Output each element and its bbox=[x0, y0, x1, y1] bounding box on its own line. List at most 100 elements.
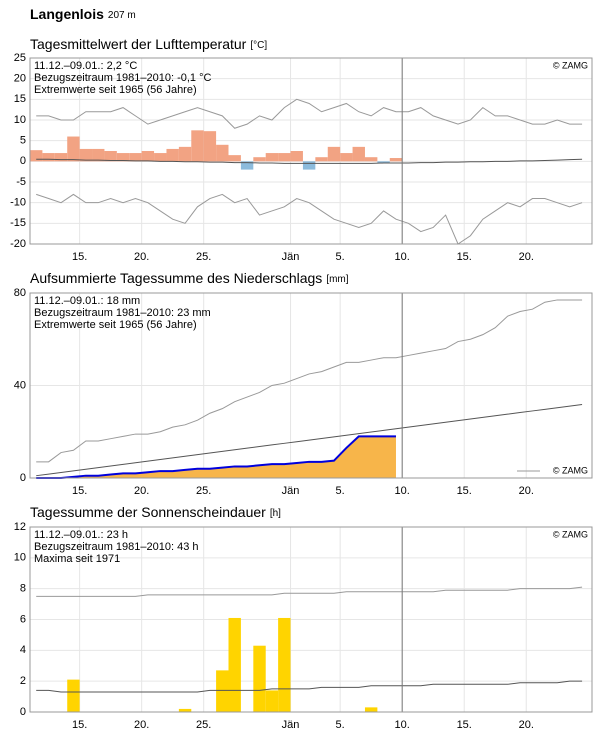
y-tick-label: -5 bbox=[16, 176, 26, 188]
y-tick-label: 8 bbox=[20, 583, 26, 595]
bar bbox=[141, 151, 155, 162]
line bbox=[36, 680, 583, 693]
plot-border bbox=[29, 292, 593, 479]
y-tick-label: 20 bbox=[14, 73, 26, 85]
bar bbox=[377, 161, 390, 164]
bar bbox=[278, 617, 291, 712]
bar bbox=[166, 148, 179, 162]
bar bbox=[42, 153, 55, 162]
bar bbox=[290, 151, 303, 162]
y-tick-label: 10 bbox=[14, 552, 26, 564]
y-tick-label: -10 bbox=[10, 197, 26, 209]
credit: © ZAMG bbox=[553, 60, 588, 70]
y-tick-label: -15 bbox=[10, 217, 26, 229]
bar bbox=[129, 153, 142, 162]
info-text: 11.12.–09.01.: 23 h bbox=[34, 529, 128, 541]
credit: © ZAMG bbox=[553, 529, 588, 539]
x-tick-label: 10. bbox=[395, 719, 410, 729]
x-tick-label: Jän bbox=[282, 485, 300, 497]
y-tick-label: 10 bbox=[14, 114, 26, 126]
x-tick-label: 20. bbox=[134, 251, 149, 263]
x-tick-label: 20. bbox=[519, 485, 534, 497]
y-tick-label: 12 bbox=[14, 521, 26, 533]
y-tick-label: 80 bbox=[14, 287, 26, 299]
bar bbox=[191, 130, 204, 162]
bar bbox=[265, 690, 279, 712]
panel-title: Tagessumme der Sonnenscheindauer [h] bbox=[30, 504, 281, 520]
x-tick-label: 20. bbox=[519, 719, 534, 729]
panel-unit: [°C] bbox=[250, 40, 267, 51]
x-tick-label: 15. bbox=[457, 719, 472, 729]
x-tick-label: 5. bbox=[336, 251, 345, 263]
y-tick-label: 6 bbox=[20, 613, 26, 625]
info-text: Bezugszeitraum 1981–2010: -0,1 °C bbox=[34, 72, 212, 84]
info-text: Maxima seit 1971 bbox=[34, 553, 120, 565]
x-tick-label: 15. bbox=[457, 485, 472, 497]
x-tick-label: 20. bbox=[519, 251, 534, 263]
bar bbox=[54, 153, 68, 162]
bar bbox=[352, 146, 365, 162]
info-text: Bezugszeitraum 1981–2010: 43 h bbox=[34, 541, 199, 553]
bar bbox=[154, 153, 167, 162]
y-tick-label: 4 bbox=[20, 644, 26, 656]
y-tick-label: 0 bbox=[20, 706, 26, 718]
bar bbox=[79, 148, 93, 162]
bar bbox=[327, 146, 341, 162]
line bbox=[36, 299, 583, 463]
info-text: 11.12.–09.01.: 18 mm bbox=[34, 295, 140, 307]
credit: © ZAMG bbox=[553, 465, 588, 475]
y-tick-label: 15 bbox=[14, 93, 26, 105]
plot-border bbox=[29, 526, 593, 713]
info-text: Extremwerte seit 1965 (56 Jahre) bbox=[34, 319, 197, 331]
bar bbox=[340, 153, 353, 162]
bar bbox=[228, 617, 241, 712]
bar bbox=[178, 146, 192, 162]
x-tick-label: 5. bbox=[336, 719, 345, 729]
bar bbox=[203, 131, 217, 162]
x-tick-label: 5. bbox=[336, 485, 345, 497]
line bbox=[36, 193, 583, 245]
x-tick-label: Jän bbox=[282, 251, 300, 263]
bar bbox=[216, 670, 229, 712]
bar bbox=[265, 153, 279, 162]
bar bbox=[67, 136, 80, 162]
x-tick-label: 15. bbox=[72, 251, 87, 263]
bar bbox=[253, 645, 266, 712]
bar bbox=[364, 707, 378, 712]
panel-title-text: Tagessumme der Sonnenscheindauer bbox=[30, 504, 266, 520]
y-tick-label: 0 bbox=[20, 472, 26, 484]
area bbox=[36, 436, 396, 478]
x-tick-label: 20. bbox=[134, 485, 149, 497]
panel-title-text: Aufsummierte Tagessumme des Niederschlag… bbox=[30, 270, 322, 286]
y-tick-label: 5 bbox=[20, 135, 26, 147]
line bbox=[36, 98, 583, 129]
x-tick-label: 15. bbox=[457, 251, 472, 263]
bar bbox=[216, 144, 229, 162]
y-tick-label: 25 bbox=[14, 52, 26, 64]
panel-title: Tagesmittelwert der Lufttemperatur [°C] bbox=[30, 36, 267, 52]
panel-title: Aufsummierte Tagessumme des Niederschlag… bbox=[30, 270, 349, 286]
bar bbox=[389, 158, 403, 162]
bar bbox=[116, 153, 130, 162]
line bbox=[36, 403, 583, 477]
bar bbox=[178, 708, 192, 712]
x-tick-label: 20. bbox=[134, 719, 149, 729]
bar bbox=[67, 679, 80, 712]
info-text: Extremwerte seit 1965 (56 Jahre) bbox=[34, 84, 197, 96]
bar bbox=[253, 157, 266, 162]
panel-unit: [h] bbox=[270, 508, 281, 519]
x-tick-label: Jän bbox=[282, 719, 300, 729]
info-text: 11.12.–09.01.: 2,2 °C bbox=[34, 60, 137, 72]
bar bbox=[104, 151, 117, 162]
y-tick-label: 2 bbox=[20, 675, 26, 687]
x-tick-label: 25. bbox=[196, 485, 211, 497]
x-tick-label: 15. bbox=[72, 719, 87, 729]
x-tick-label: 10. bbox=[395, 485, 410, 497]
bar bbox=[30, 150, 43, 162]
y-tick-label: 0 bbox=[20, 155, 26, 167]
line bbox=[36, 158, 583, 164]
panel-unit: [mm] bbox=[326, 274, 348, 285]
info-text: Bezugszeitraum 1981–2010: 23 mm bbox=[34, 307, 211, 319]
altitude: 207 m bbox=[108, 10, 136, 21]
